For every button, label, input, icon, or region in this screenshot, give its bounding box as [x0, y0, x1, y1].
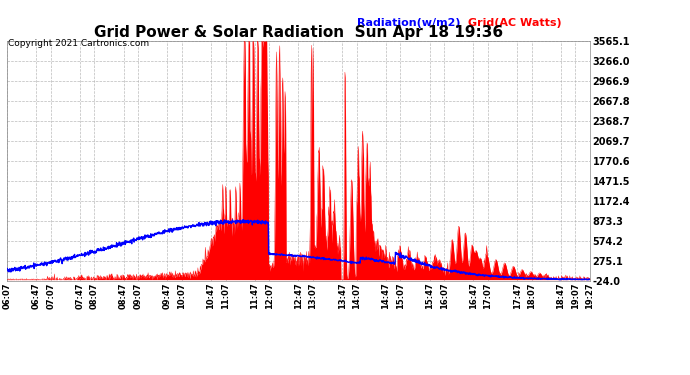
- Text: Radiation(w/m2): Radiation(w/m2): [357, 18, 460, 28]
- Title: Grid Power & Solar Radiation  Sun Apr 18 19:36: Grid Power & Solar Radiation Sun Apr 18 …: [94, 25, 503, 40]
- Text: Copyright 2021 Cartronics.com: Copyright 2021 Cartronics.com: [8, 39, 150, 48]
- Text: Grid(AC Watts): Grid(AC Watts): [468, 18, 561, 28]
